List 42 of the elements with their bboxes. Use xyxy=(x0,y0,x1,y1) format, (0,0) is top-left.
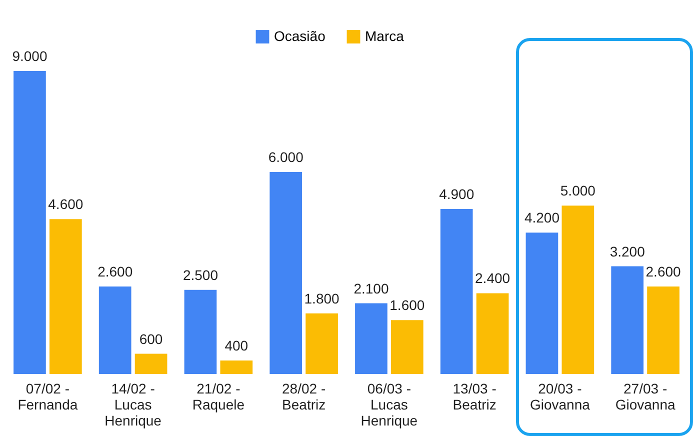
data-label: 2.400 xyxy=(475,270,510,286)
x-tick-label: 14/02 - Lucas Henrique xyxy=(104,380,162,428)
legend-label: Ocasião xyxy=(274,28,326,44)
data-label: 5.000 xyxy=(560,182,596,199)
data-label: 2.500 xyxy=(182,266,218,283)
data-label: 1.800 xyxy=(304,290,340,306)
bar xyxy=(184,290,217,374)
bar xyxy=(14,71,46,374)
bar xyxy=(526,232,558,374)
data-label: 6.000 xyxy=(268,149,304,165)
data-label: 3.200 xyxy=(610,243,646,260)
data-label: 600 xyxy=(139,330,163,347)
x-tick-label: 20/03 - Giovanna xyxy=(530,380,590,412)
x-tick-label: 07/02 - Fernanda xyxy=(18,380,78,412)
data-label: 2.600 xyxy=(98,263,133,280)
data-label: 4.600 xyxy=(48,196,84,212)
data-label: 2.600 xyxy=(646,263,682,280)
data-label: 4.200 xyxy=(524,210,560,226)
bar xyxy=(476,293,509,374)
data-label: 1.600 xyxy=(390,297,425,314)
bar xyxy=(134,354,168,374)
bar xyxy=(98,286,132,374)
x-tick-label: 06/03 - Lucas Henrique xyxy=(360,380,418,428)
x-tick-label: 13/03 - Beatriz xyxy=(452,380,497,412)
bar xyxy=(355,303,388,374)
bar xyxy=(49,219,82,374)
bar xyxy=(611,266,644,374)
x-tick-label: 21/02 - Raquele xyxy=(192,380,245,412)
data-label: 400 xyxy=(224,338,248,354)
bar xyxy=(562,206,594,374)
legend-label: Marca xyxy=(365,28,404,44)
bar xyxy=(306,313,338,374)
bar xyxy=(270,172,302,374)
data-label: 2.100 xyxy=(354,280,389,296)
bar xyxy=(440,209,473,374)
x-tick-label: 28/02 - Beatriz xyxy=(282,380,326,412)
x-tick-label: 27/03 - Giovanna xyxy=(615,380,676,412)
bar xyxy=(220,360,253,374)
data-label: 9.000 xyxy=(12,48,48,64)
bar xyxy=(390,320,424,374)
bar xyxy=(647,286,680,374)
data-label: 4.900 xyxy=(439,186,474,202)
